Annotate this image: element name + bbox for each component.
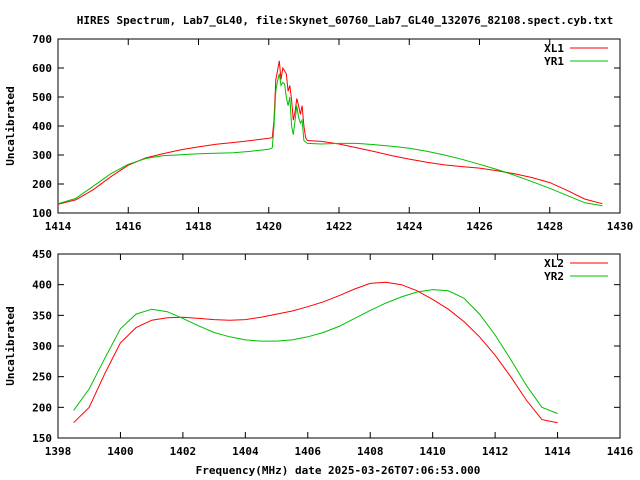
y-tick-label: 350	[32, 309, 52, 322]
y-tick-label: 250	[32, 371, 52, 384]
legend-label-xl2: XL2	[544, 257, 564, 270]
bottom-plot-x-tick-labels: 1398 1400 1402 1404 1406 1408 1410 1412 1414 1416	[45, 445, 634, 458]
x-tick-label: 1402	[170, 445, 197, 458]
series-line-xl2	[73, 281, 558, 424]
x-tick-label: 1424	[396, 220, 423, 233]
legend-label-yr1: YR1	[544, 55, 564, 68]
bottom-plot-series	[73, 281, 558, 424]
x-tick-label: 1416	[115, 220, 142, 233]
bottom-plot-ylabel: Uncalibrated	[4, 306, 17, 385]
bottom-plot-ticks	[57, 253, 621, 439]
x-tick-label: 1428	[537, 220, 564, 233]
x-axis-footer: Frequency(MHz) date 2025-03-26T07:06:53.…	[196, 464, 481, 477]
y-tick-label: 450	[32, 248, 52, 261]
x-tick-label: 1418	[185, 220, 212, 233]
x-tick-label: 1414	[544, 445, 571, 458]
x-tick-label: 1406	[295, 445, 322, 458]
x-tick-label: 1408	[357, 445, 384, 458]
top-plot-x-tick-labels: 1414 1416 1418 1420 1422 1424 1426 1428 1430	[45, 220, 634, 233]
top-plot-series	[57, 60, 603, 207]
x-tick-label: 1404	[232, 445, 259, 458]
y-tick-label: 400	[32, 279, 52, 292]
top-plot-ticks	[57, 38, 621, 214]
y-tick-label: 100	[32, 207, 52, 220]
series-line-yr2	[73, 289, 558, 414]
y-tick-label: 200	[32, 401, 52, 414]
bottom-plot-y-tick-labels: 150 200 250 300 350 400 450	[32, 248, 52, 445]
top-spectrum-plot: 1414 1416 1418 1420 1422 1424 1426 1428 1430 100…	[4, 33, 633, 233]
y-tick-label: 700	[32, 33, 52, 46]
legend-label-xl1: XL1	[544, 42, 564, 55]
y-tick-label: 500	[32, 91, 52, 104]
y-tick-label: 300	[32, 149, 52, 162]
x-tick-label: 1420	[256, 220, 283, 233]
series-line-xl1	[57, 60, 603, 205]
y-tick-label: 400	[32, 120, 52, 133]
x-tick-label: 1422	[326, 220, 353, 233]
y-tick-label: 150	[32, 432, 52, 445]
x-tick-label: 1412	[482, 445, 509, 458]
bottom-spectrum-plot: 1398 1400 1402 1404 1406 1408 1410 1412 1414 1416…	[4, 248, 634, 458]
x-tick-label: 1410	[419, 445, 446, 458]
x-tick-label: 1430	[607, 220, 634, 233]
y-tick-label: 300	[32, 340, 52, 353]
top-plot-y-tick-labels: 100 200 300 400 500 600 700	[32, 33, 52, 220]
x-tick-label: 1426	[466, 220, 493, 233]
x-tick-label: 1398	[45, 445, 72, 458]
x-tick-label: 1400	[107, 445, 134, 458]
x-tick-label: 1414	[45, 220, 72, 233]
x-tick-label: 1416	[607, 445, 634, 458]
figure-title: HIRES Spectrum, Lab7_GL40, file:Skynet_6…	[77, 14, 613, 27]
top-plot-ylabel: Uncalibrated	[4, 86, 17, 165]
y-tick-label: 200	[32, 178, 52, 191]
y-tick-label: 600	[32, 62, 52, 75]
series-line-yr1	[57, 73, 603, 207]
legend-label-yr2: YR2	[544, 270, 564, 283]
